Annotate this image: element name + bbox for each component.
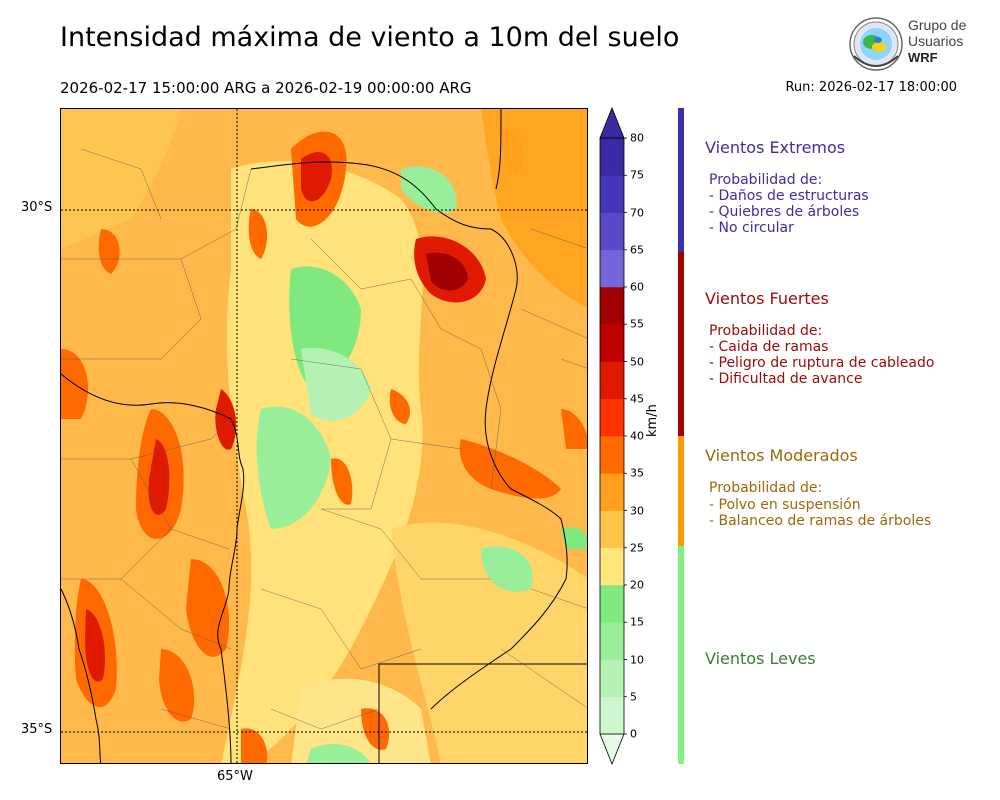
colorbar-tick-label: 20 [630,578,644,592]
colorbar-segment [600,696,624,735]
category-line: - Quiebres de árboles [709,204,860,220]
logo-text-line3: WRF [908,50,938,65]
category-line: - Caida de ramas [709,339,829,355]
colorbar-tick-label: 50 [630,355,644,368]
colorbar-segment [600,659,624,698]
category-line: - No circular [709,220,794,236]
run-time: Run: 2026-02-17 18:00:00 [785,80,957,95]
province-borders [61,148,587,730]
category-bar-moderate [678,436,684,546]
longitude-label-65w: 65°W [217,769,253,784]
colorbar-tick-label: 75 [630,168,644,182]
category-bar-extreme [678,108,684,252]
colorbar-segment [600,547,624,586]
colorbar-segment [600,212,624,251]
category-line: - Balanceo de ramas de árboles [709,513,932,529]
category-line: Probabilidad de: [709,480,823,496]
category-title-light: Vientos Leves [705,649,816,668]
graticule [61,109,587,763]
globe-emblem-icon [849,17,903,71]
colorbar-segment [600,585,624,623]
colorbar-tick-label: 60 [630,280,644,294]
forecast-period: 2026-02-17 15:00:00 ARG a 2026-02-19 00:… [60,79,472,97]
category-line: Probabilidad de: [709,323,823,339]
colorbar-tick-label: 65 [630,243,644,257]
colorbar-segment [600,249,624,288]
category-line: - Peligro de ruptura de cableado [709,355,935,371]
colorbar-tick-label: 45 [630,392,644,406]
colorbar-max-extension [599,106,625,139]
colorbar-segment [600,138,624,176]
category-title-moderate: Vientos Moderados [705,446,858,465]
colorbar-tick-label: 40 [630,429,644,443]
colorbar-segment [600,361,624,400]
colorbar-unit: km/h [645,404,660,437]
category-line: - Daños de estructuras [709,188,869,204]
colorbar-segment [600,510,624,549]
latitude-label-30s: 30°S [21,200,53,215]
colorbar [599,106,627,766]
colorbar-tick-label: 0 [630,727,637,741]
colorbar-segment [600,473,624,511]
colorbar-tick-label: 15 [630,615,644,629]
category-line: Probabilidad de: [709,172,823,188]
category-line: - Dificultad de avance [709,371,863,387]
colorbar-segment [600,622,624,660]
wind-map [60,108,588,764]
country-borders [61,109,587,763]
colorbar-segment [600,287,624,325]
category-title-strong: Vientos Fuertes [705,289,829,308]
map-title: Intensidad máxima de viento a 10m del su… [60,22,680,53]
colorbar-tick-label: 10 [630,653,644,666]
logo-text-line2: Usuarios [908,33,964,49]
colorbar-tick-label: 55 [630,317,644,331]
colorbar-segment [600,175,624,213]
colorbar-min-extension [599,733,625,766]
colorbar-tick-label: 25 [630,541,644,555]
colorbar-segment [600,436,624,474]
logo-text-line1: Grupo de [908,17,967,33]
colorbar-segment [600,324,624,362]
category-title-extreme: Vientos Extremos [705,138,846,157]
wind-field-layer [61,109,587,763]
colorbar-tick-label: 70 [630,206,644,219]
category-bar-light [678,546,684,764]
latitude-label-35s: 35°S [21,722,53,737]
colorbar-tick-label: 5 [630,690,637,704]
category-line: - Polvo en suspensión [709,497,861,513]
wrf-users-group-logo: Grupo de Usuarios WRF [848,16,968,72]
colorbar-tick-label: 30 [630,504,644,517]
colorbar-tick-label: 80 [630,131,644,145]
colorbar-tick-label: 35 [630,466,644,480]
category-bar-strong [678,252,684,436]
colorbar-segment [600,398,624,437]
